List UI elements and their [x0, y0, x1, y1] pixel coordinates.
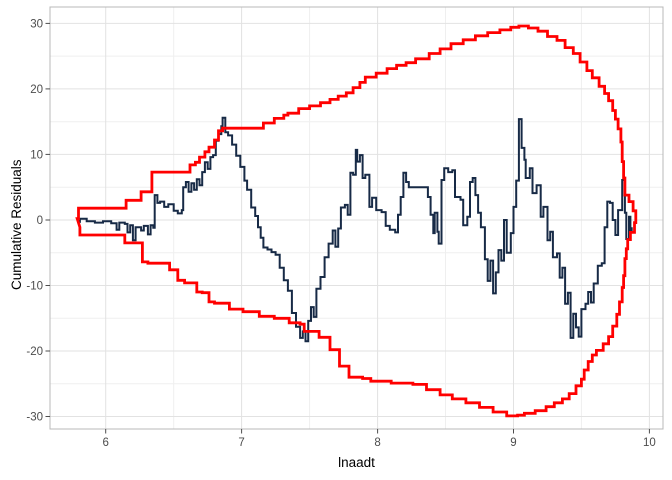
- plot-panel: [50, 7, 663, 429]
- y-tick-label: 20: [30, 84, 43, 96]
- x-tick-label: 9: [510, 437, 516, 449]
- y-tick-label: -10: [26, 281, 43, 293]
- y-tick-label: 10: [30, 149, 43, 161]
- cumulative-residuals-line: [77, 116, 633, 343]
- y-tick-label: -20: [26, 346, 43, 358]
- y-tick-label: 0: [37, 215, 43, 227]
- y-axis-title: Cumulative Residuals: [9, 159, 24, 290]
- y-tick-label: -30: [26, 412, 43, 424]
- y-tick-label: 30: [30, 18, 43, 30]
- panel-border: [49, 6, 664, 430]
- x-tick-label: 6: [102, 437, 108, 449]
- x-axis-title: lnaadt: [338, 455, 375, 470]
- x-tick-label: 7: [238, 437, 244, 449]
- x-tick-label: 8: [374, 437, 380, 449]
- x-tick-label: 10: [643, 437, 656, 449]
- confidence-envelope-line: [75, 24, 638, 418]
